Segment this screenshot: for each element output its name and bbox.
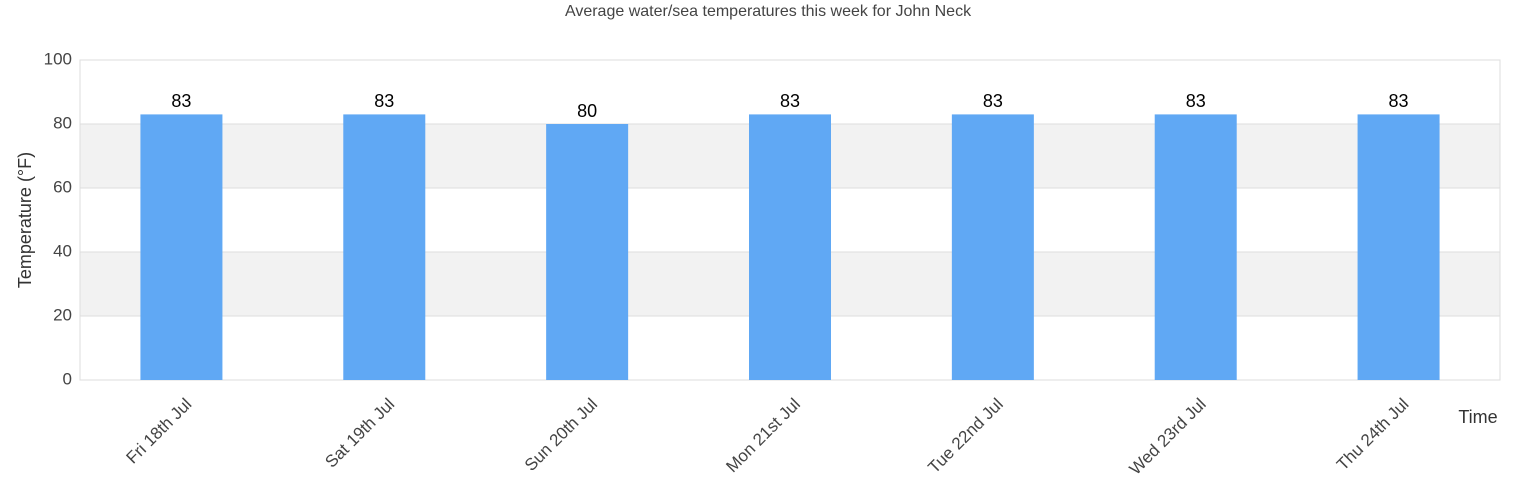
x-tick-label: Fri 18th Jul — [123, 395, 196, 468]
y-tick-label: 60 — [53, 177, 72, 196]
value-label: 83 — [171, 91, 191, 111]
y-tick-label: 100 — [44, 49, 72, 68]
y-tick-label: 80 — [53, 113, 72, 132]
bar — [140, 114, 223, 381]
x-tick-label: Wed 23rd Jul — [1126, 395, 1210, 479]
bar — [749, 114, 831, 381]
bar — [546, 124, 629, 380]
bar — [1154, 114, 1237, 381]
x-axis-label: Time — [1458, 407, 1497, 427]
x-tick-label: Sat 19th Jul — [321, 395, 398, 472]
bar — [1357, 114, 1440, 381]
value-label: 83 — [983, 91, 1003, 111]
value-label: 80 — [577, 101, 597, 121]
value-label: 83 — [1186, 91, 1206, 111]
value-label: 83 — [1389, 91, 1409, 111]
y-tick-label: 40 — [53, 241, 72, 260]
x-tick-label: Mon 21st Jul — [722, 395, 804, 477]
value-label: 83 — [780, 91, 800, 111]
y-tick-label: 20 — [53, 305, 72, 324]
bar — [343, 114, 426, 381]
chart-title: Average water/sea temperatures this week… — [565, 3, 972, 20]
value-label: 83 — [374, 91, 394, 111]
x-tick-label: Sun 20th Jul — [521, 395, 601, 475]
y-axis-label: Temperature (°F) — [15, 152, 35, 288]
bar — [951, 114, 1034, 381]
y-tick-label: 0 — [63, 369, 72, 388]
x-tick-label: Tue 22nd Jul — [924, 395, 1006, 477]
x-tick-label: Thu 24th Jul — [1333, 395, 1413, 475]
